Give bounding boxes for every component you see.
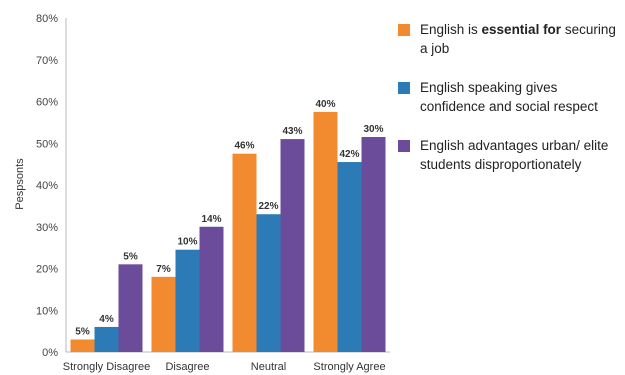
bar (361, 136, 386, 352)
legend-label: English advantages urban/ elite students… (420, 138, 609, 172)
bar (256, 214, 281, 352)
x-category-label: Strongly Disagree (63, 361, 150, 373)
y-tick-label: 70% (36, 55, 58, 67)
y-axis-title: Pespsonts (14, 158, 26, 210)
data-labels-group: 5% 4% 5% 7% 10% 14% 46% 22% 43% 40% 42% 30% (75, 99, 383, 338)
data-label: 42% (339, 149, 359, 160)
legend-item-essential-job: English is essential for securing a job (398, 20, 623, 58)
data-label: 30% (363, 124, 383, 135)
bar (94, 326, 119, 352)
bar (70, 339, 95, 352)
data-label: 4% (99, 314, 114, 325)
y-tick-label: 10% (36, 305, 58, 317)
bar (313, 111, 338, 352)
y-tick-label: 50% (36, 138, 58, 150)
data-label: 5% (123, 251, 138, 262)
data-label: 14% (201, 214, 221, 225)
legend-label: English is essential for securing a job (420, 22, 616, 56)
legend-swatch-purple (398, 140, 410, 152)
legend-label: English speaking gives confidence and so… (420, 80, 598, 114)
category-labels: Strongly Disagree Disagree Neutral Strongly… (63, 361, 386, 373)
legend-item-urban-elite: English advantages urban/ elite students… (398, 136, 623, 174)
bar (175, 249, 200, 352)
legend: English is essential for securing a job … (398, 20, 623, 194)
bar (232, 153, 257, 352)
y-tick-label: 80% (36, 13, 58, 25)
x-category-label: Strongly Agree (313, 361, 385, 373)
y-axis-ticks: 0% 10% 20% 30% 40% 50% 60% 70% 80% (36, 13, 58, 359)
bar (199, 226, 224, 352)
legend-swatch-orange (398, 24, 410, 36)
y-tick-label: 60% (36, 97, 58, 109)
data-label: 7% (156, 264, 171, 275)
y-tick-label: 40% (36, 180, 58, 192)
data-label: 5% (75, 326, 90, 337)
data-label: 10% (177, 237, 197, 248)
data-label: 46% (234, 141, 254, 152)
bar (337, 162, 362, 352)
bar (118, 264, 143, 352)
y-tick-label: 0% (42, 347, 58, 359)
data-label: 22% (258, 201, 278, 212)
data-label: 40% (315, 99, 335, 110)
bar (151, 276, 176, 352)
x-category-label: Disagree (165, 361, 209, 373)
legend-item-confidence: English speaking gives confidence and so… (398, 78, 623, 116)
y-tick-label: 20% (36, 264, 58, 276)
legend-swatch-blue (398, 82, 410, 94)
x-category-label: Neutral (251, 361, 286, 373)
y-tick-label: 30% (36, 222, 58, 234)
bar (280, 139, 305, 352)
data-label: 43% (282, 126, 302, 137)
bars-group (70, 111, 386, 352)
